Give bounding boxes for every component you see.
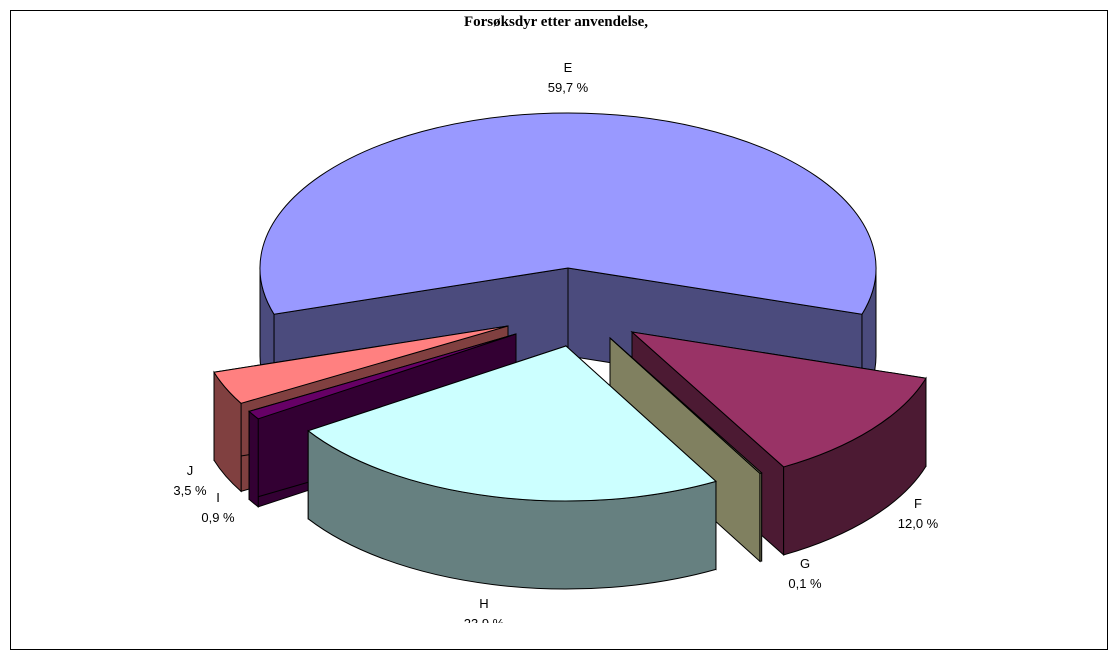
pie-chart: E 59,7 % F 12,0 % G 0,1 % H 23,9 % I 0,9 % J 3,5 % — [173, 60, 939, 623]
slice-i-rim — [248, 410, 259, 508]
label-f-value: 12,0 % — [898, 516, 939, 531]
slice-e-top — [259, 112, 877, 315]
slice-h-top — [307, 345, 717, 502]
label-j-name: J — [187, 463, 194, 478]
label-f-name: F — [914, 496, 922, 511]
label-e-value: 59,7 % — [548, 80, 589, 95]
slice-h — [307, 344, 717, 590]
label-j-value: 3,5 % — [173, 483, 207, 498]
label-g-name: G — [800, 556, 810, 571]
label-h-name: H — [479, 596, 488, 611]
label-h-value: 23,9 % — [464, 616, 505, 623]
label-i-name: I — [216, 490, 220, 505]
chart-title: Forsøksdyr etter anvendelse, — [463, 14, 648, 30]
label-e-name: E — [564, 60, 573, 75]
slice-g — [609, 336, 763, 563]
slice-i-top — [248, 333, 517, 420]
slice-g-rim — [759, 472, 763, 563]
slice-j-top — [213, 325, 509, 404]
label-g-value: 0,1 % — [788, 576, 822, 591]
label-i-value: 0,9 % — [201, 510, 235, 525]
slice-g-top — [609, 337, 763, 474]
slice-f-top — [630, 331, 927, 468]
